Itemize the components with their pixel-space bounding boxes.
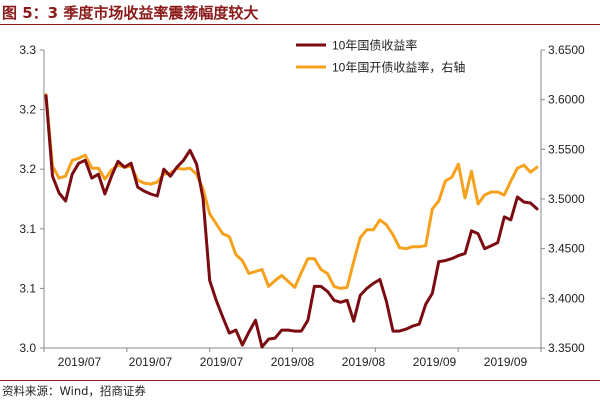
right-tick-label: 3.5000	[548, 192, 585, 206]
x-tick-label: 2019/07	[129, 355, 173, 369]
source-rule	[0, 380, 600, 381]
left-tick-label: 3.2	[19, 162, 36, 176]
left-axis-ticks: 3.3 3.2 3.2 3.1 3.1 3.0	[19, 43, 44, 355]
left-tick-label: 3.0	[19, 341, 36, 355]
series-line-1	[44, 94, 539, 349]
right-tick-label: 3.4500	[548, 242, 585, 256]
left-tick-label: 3.3	[19, 43, 36, 57]
right-axis-ticks: 3.6500 3.6000 3.5500 3.5000 3.4500 3.4000 3.35…	[541, 43, 585, 355]
right-tick-label: 3.3500	[548, 341, 585, 355]
right-tick-label: 3.6000	[548, 93, 585, 107]
x-axis-ticks: 2019/07 2019/07 2019/07 2019/08 2019/08 2019/…	[43, 348, 542, 369]
legend-label-1: 10年国债收益率	[332, 38, 417, 53]
right-tick-label: 3.4000	[548, 291, 585, 305]
left-tick-label: 3.1	[19, 222, 36, 236]
left-tick-label: 3.2	[19, 103, 36, 117]
x-tick-label: 2019/09	[484, 355, 528, 369]
x-tick-label: 2019/08	[271, 355, 315, 369]
chart-series	[44, 93, 539, 349]
left-tick-label: 3.1	[19, 281, 36, 295]
chart-axes	[43, 50, 542, 349]
x-tick-label: 2019/09	[413, 355, 457, 369]
title-rule	[0, 24, 600, 25]
x-tick-label: 2019/08	[342, 355, 386, 369]
series-line-2	[44, 93, 539, 290]
legend-label-2: 10年国开债收益率，右轴	[332, 60, 465, 75]
source-note: 资料来源：Wind，招商证券	[2, 384, 146, 398]
chart-legend: 10年国债收益率 10年国开债收益率，右轴	[296, 38, 465, 75]
x-tick-label: 2019/07	[200, 355, 244, 369]
right-tick-label: 3.6500	[548, 43, 585, 57]
x-tick-label: 2019/07	[58, 355, 102, 369]
right-tick-label: 3.5500	[548, 142, 585, 156]
figure-title: 图 5：3 季度市场收益率震荡幅度较大	[2, 4, 259, 22]
